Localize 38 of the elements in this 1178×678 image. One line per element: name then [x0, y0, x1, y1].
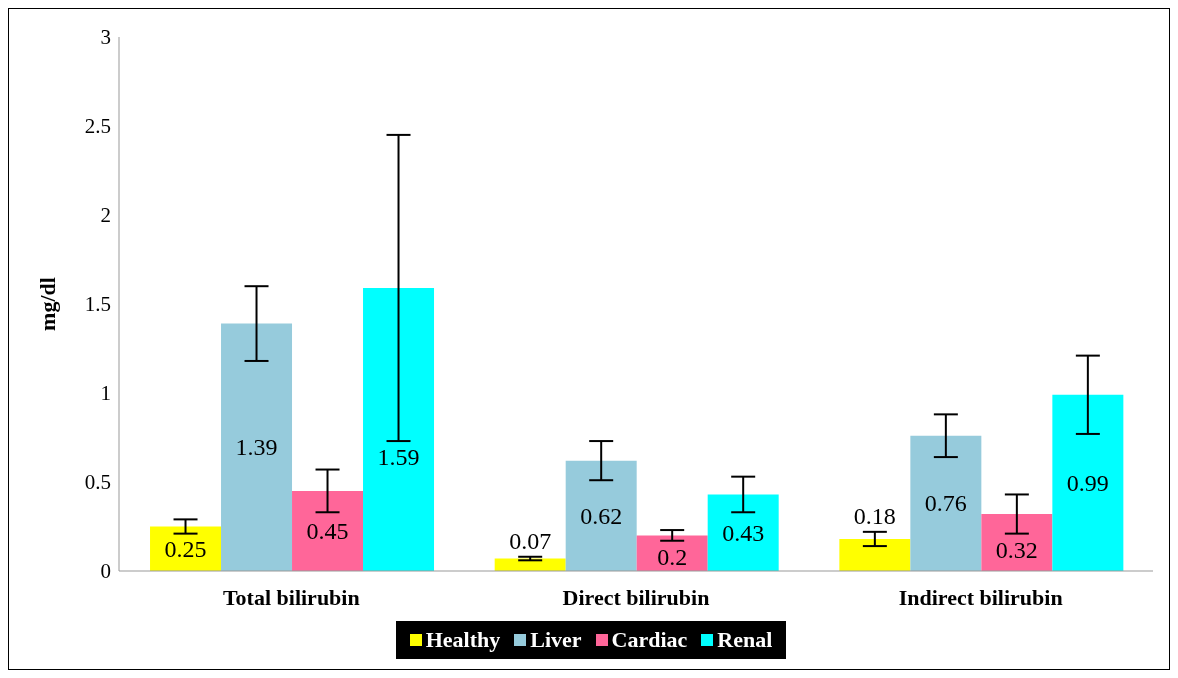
bar [707, 494, 779, 571]
bar [636, 535, 708, 571]
data-label: 0.99 [1066, 469, 1109, 496]
y-tick-label: 0 [100, 559, 111, 584]
legend-label: Liver [529, 627, 582, 653]
data-label: 0.25 [164, 535, 207, 562]
bar [910, 435, 982, 571]
y-tick-label: 1.5 [84, 292, 111, 317]
bar [1052, 394, 1124, 571]
bar [565, 460, 637, 571]
bar [839, 538, 911, 571]
bar [221, 323, 293, 571]
y-tick-label: 0.5 [84, 470, 111, 495]
y-tick-label: 2 [100, 203, 111, 228]
data-label: 0.18 [853, 502, 896, 529]
bar [292, 490, 364, 571]
data-label: 1.39 [235, 434, 278, 461]
y-tick-label: 1 [100, 381, 111, 406]
data-label: 0.32 [995, 536, 1038, 563]
x-tick-label: Direct bilirubin [562, 584, 710, 610]
data-label: 0.43 [722, 519, 765, 546]
data-label: 0.45 [306, 517, 349, 544]
x-tick-label: Indirect bilirubin [898, 584, 1063, 610]
bar [981, 514, 1053, 571]
data-label: 0.2 [657, 543, 688, 570]
legend-label: Renal [716, 627, 773, 653]
bar [150, 526, 222, 571]
data-label: 0.62 [580, 502, 623, 529]
legend-label: Cardiac [610, 627, 688, 653]
data-label: 1.59 [377, 444, 420, 471]
y-tick-label: 2.5 [84, 114, 111, 139]
data-label: 0.76 [924, 490, 967, 517]
bar [363, 287, 435, 571]
legend-label: Healthy [424, 627, 501, 653]
data-label: 0.07 [509, 527, 552, 554]
x-tick-label: Total bilirubin [222, 584, 360, 610]
y-tick-label: 3 [100, 25, 111, 50]
y-axis-title: mg/dl [34, 277, 60, 331]
